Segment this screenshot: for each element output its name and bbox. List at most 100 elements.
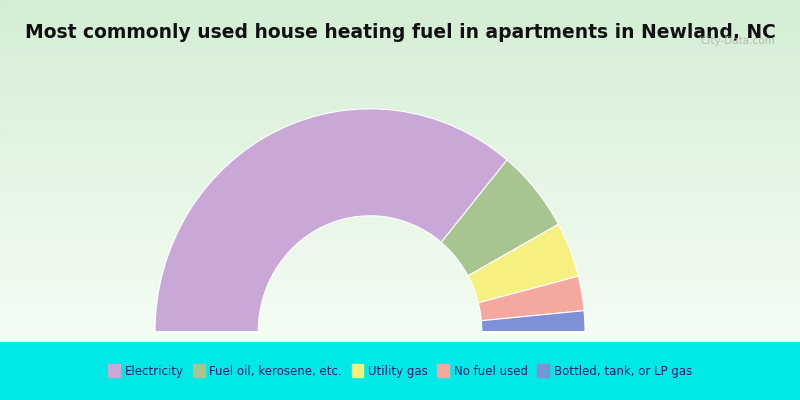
Bar — [0, 323, 800, 324]
Bar — [0, 276, 800, 277]
Bar — [0, 227, 800, 228]
Bar — [0, 30, 800, 31]
Bar — [0, 102, 800, 103]
Bar — [0, 208, 800, 209]
Bar — [0, 186, 800, 187]
Bar — [0, 268, 800, 269]
Bar — [0, 194, 800, 195]
Bar — [0, 182, 800, 184]
Bar — [0, 1, 800, 2]
Bar — [0, 168, 800, 169]
Bar — [0, 148, 800, 149]
Bar — [0, 245, 800, 246]
Bar — [0, 115, 800, 116]
Bar — [0, 126, 800, 128]
Bar — [0, 98, 800, 99]
Bar — [0, 327, 800, 328]
Bar — [0, 42, 800, 43]
Bar — [0, 145, 800, 146]
Bar — [0, 114, 800, 115]
Bar — [0, 252, 800, 253]
Bar — [0, 36, 800, 38]
Bar — [0, 14, 800, 15]
Bar — [0, 155, 800, 156]
Bar — [0, 65, 800, 66]
Wedge shape — [468, 224, 578, 303]
Bar — [0, 33, 800, 34]
Bar — [0, 309, 800, 310]
Bar — [0, 187, 800, 188]
Bar — [0, 64, 800, 65]
Bar — [0, 83, 800, 84]
Bar — [0, 333, 800, 334]
Bar — [0, 107, 800, 108]
Bar — [0, 221, 800, 222]
Bar — [0, 87, 800, 88]
Bar — [0, 294, 800, 295]
Bar — [0, 94, 800, 95]
Bar — [0, 68, 800, 70]
Bar — [0, 254, 800, 255]
Bar — [0, 244, 800, 245]
Bar — [0, 161, 800, 162]
Bar — [0, 116, 800, 118]
Bar — [0, 172, 800, 173]
Bar — [0, 279, 800, 280]
Bar — [0, 217, 800, 218]
Bar — [0, 118, 800, 120]
Bar — [0, 110, 800, 112]
Bar — [0, 234, 800, 235]
Bar — [0, 81, 800, 82]
Bar — [0, 318, 800, 319]
Bar — [0, 256, 800, 258]
Bar — [0, 320, 800, 322]
Bar — [0, 139, 800, 140]
Bar — [0, 48, 800, 49]
Bar — [0, 63, 800, 64]
Bar — [0, 311, 800, 312]
Bar — [0, 92, 800, 94]
Bar — [0, 274, 800, 275]
Bar — [0, 310, 800, 311]
Bar — [0, 112, 800, 113]
Bar — [0, 210, 800, 211]
Bar — [0, 220, 800, 221]
Bar — [0, 230, 800, 232]
Bar — [0, 103, 800, 104]
Bar — [0, 287, 800, 288]
Bar — [0, 76, 800, 78]
Bar — [0, 22, 800, 23]
Bar — [0, 28, 800, 30]
Bar — [0, 298, 800, 299]
Bar — [0, 177, 800, 178]
Bar — [0, 25, 800, 26]
Bar — [0, 308, 800, 309]
Bar — [0, 73, 800, 74]
Bar — [0, 79, 800, 80]
Wedge shape — [442, 160, 558, 276]
Bar — [0, 335, 800, 336]
Bar — [0, 246, 800, 247]
Bar — [0, 299, 800, 300]
Bar — [0, 49, 800, 50]
Bar — [0, 141, 800, 142]
Bar — [0, 277, 800, 278]
Bar — [0, 153, 800, 154]
Bar — [0, 17, 800, 18]
Bar — [0, 91, 800, 92]
Bar — [0, 243, 800, 244]
Bar — [0, 160, 800, 161]
Bar — [0, 163, 800, 164]
Bar — [0, 56, 800, 57]
Bar — [0, 209, 800, 210]
Bar — [0, 200, 800, 201]
Bar — [0, 306, 800, 307]
Bar — [0, 216, 800, 217]
Bar — [0, 205, 800, 206]
Bar — [0, 26, 800, 27]
Bar — [0, 285, 800, 286]
Bar — [0, 330, 800, 332]
Bar — [0, 269, 800, 270]
Legend: Electricity, Fuel oil, kerosene, etc., Utility gas, No fuel used, Bottled, tank,: Electricity, Fuel oil, kerosene, etc., U… — [103, 360, 697, 382]
Bar — [0, 23, 800, 24]
